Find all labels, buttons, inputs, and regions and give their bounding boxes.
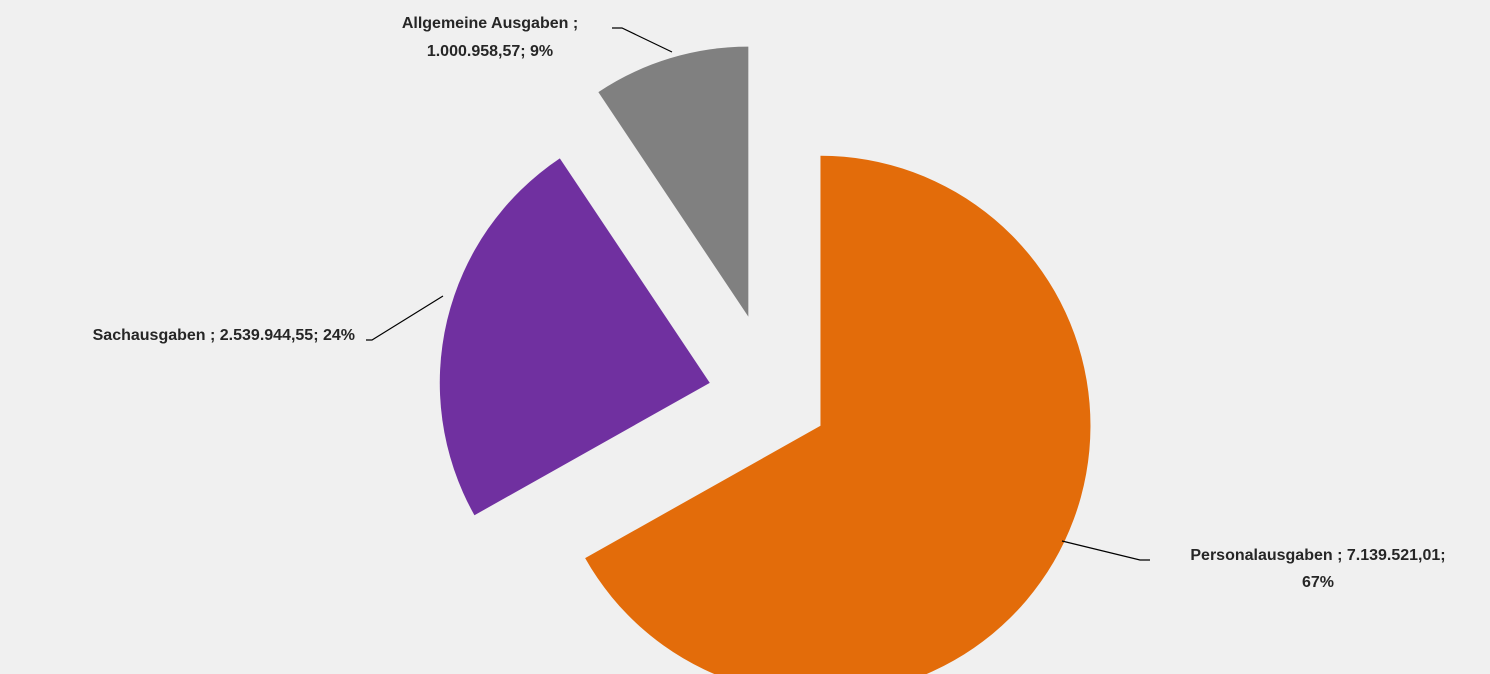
pie-slice-sachausgaben — [439, 158, 710, 516]
data-label-allgemeine-ausgaben-line-1: Allgemeine Ausgaben ; — [402, 15, 578, 32]
leader-line-allgemeine-ausgaben — [612, 27, 673, 53]
slices-layer — [439, 46, 1091, 674]
data-label-personalausgaben-line-2: 67% — [1302, 574, 1334, 591]
data-label-allgemeine-ausgaben-line-2: 1.000.958,57; 9% — [427, 43, 553, 60]
data-label-sachausgaben-line-1: Sachausgaben ; 2.539.944,55; 24% — [93, 327, 355, 344]
leader-line-personalausgaben — [1061, 540, 1150, 561]
data-label-personalausgaben-line-1: Personalausgaben ; 7.139.521,01; — [1190, 547, 1445, 564]
pie-slice-personalausgaben — [585, 155, 1091, 674]
leader-line-sachausgaben — [366, 295, 444, 341]
data-labels-layer: Personalausgaben ; 7.139.521,01; 67% Sacha… — [93, 15, 1446, 591]
pie-slice-allgemeine-ausgaben — [598, 46, 749, 317]
leader-lines-layer — [366, 27, 1150, 561]
